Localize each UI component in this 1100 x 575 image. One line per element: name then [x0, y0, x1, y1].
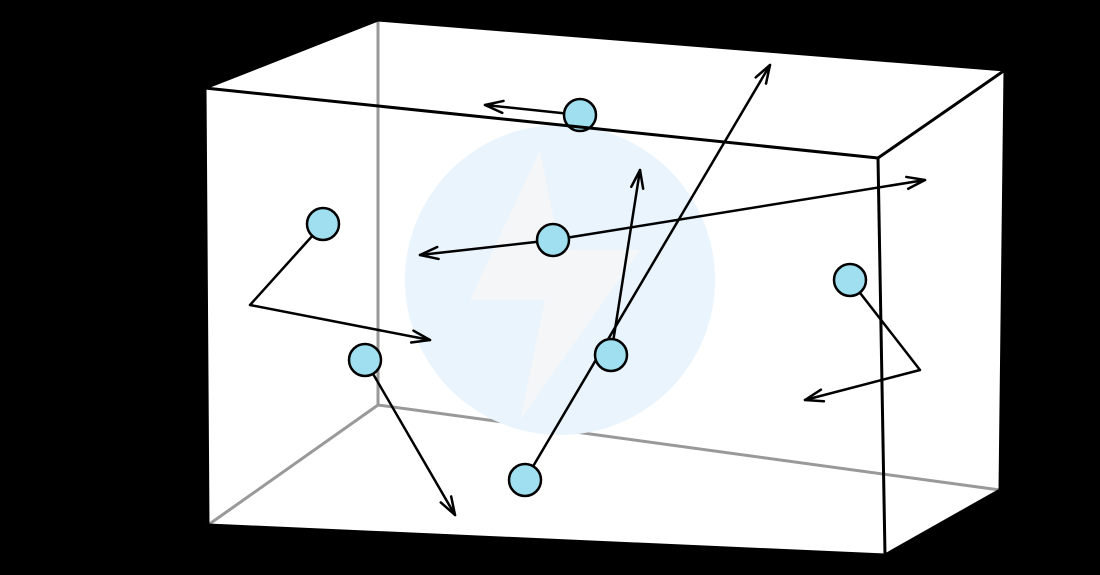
particle-6 — [834, 264, 866, 296]
particle-3 — [595, 339, 627, 371]
watermark — [405, 125, 715, 435]
particle-4 — [349, 344, 381, 376]
particle-2 — [537, 224, 569, 256]
particle-0 — [307, 208, 339, 240]
gas-particles-in-box-diagram — [0, 0, 1100, 575]
particle-5 — [509, 464, 541, 496]
